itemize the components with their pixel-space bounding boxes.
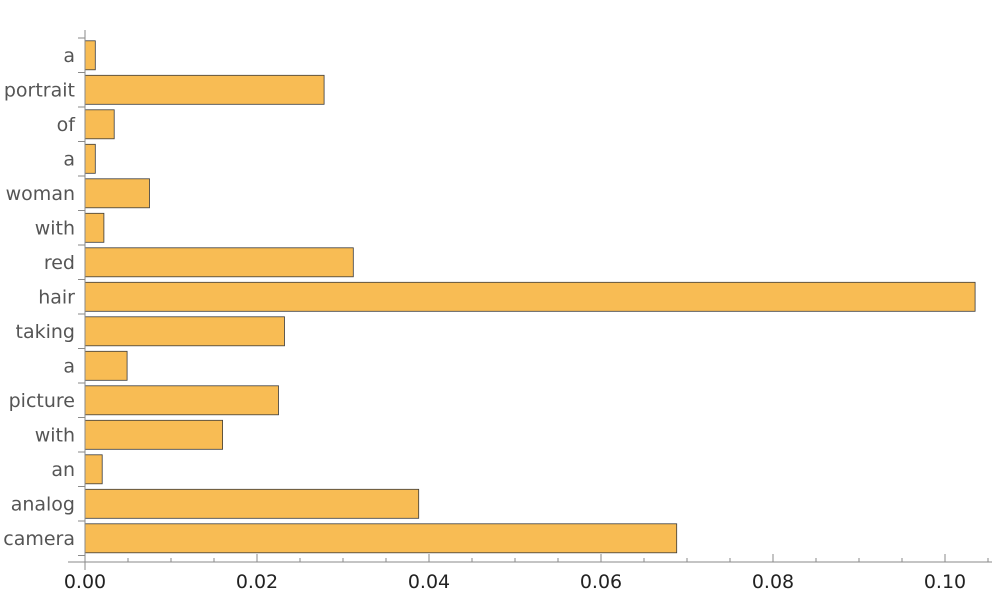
bar-4 — [84, 178, 150, 209]
x-tick-label: 0.00 — [64, 571, 106, 593]
category-label: taking — [16, 321, 75, 343]
x-tick-label: 0.08 — [752, 571, 794, 593]
y-axis: a portrait of a woman with red hair taking a pictu… — [3, 30, 86, 570]
bar-6 — [84, 247, 354, 278]
category-label: an — [51, 459, 75, 481]
x-tick-label: 0.10 — [924, 571, 966, 593]
bar-1 — [84, 74, 325, 105]
bars-group — [84, 40, 976, 554]
category-label: picture — [9, 390, 75, 412]
category-label: analog — [11, 493, 75, 515]
category-label: with — [35, 424, 75, 446]
category-label: woman — [6, 183, 75, 205]
bar-8 — [84, 316, 285, 347]
bar-13 — [84, 488, 420, 519]
bar-7 — [84, 281, 976, 312]
category-label: a — [63, 355, 75, 377]
x-tick-label: 0.06 — [580, 571, 622, 593]
x-tick-label: 0.04 — [408, 571, 450, 593]
category-label: with — [35, 217, 75, 239]
bar-5 — [84, 212, 105, 243]
bar-14 — [84, 523, 678, 554]
bar-9 — [84, 350, 128, 381]
bar-10 — [84, 385, 279, 416]
category-label: a — [63, 148, 75, 170]
x-tick-label: 0.02 — [236, 571, 278, 593]
category-label: camera — [3, 528, 75, 550]
bar-2 — [84, 109, 115, 140]
bar-0 — [84, 40, 96, 71]
bar-11 — [84, 419, 224, 450]
category-label: red — [44, 252, 75, 274]
x-axis: 0.00 0.02 0.04 0.06 0.08 0.10 — [64, 554, 992, 593]
bar-3 — [84, 143, 96, 174]
category-label: of — [57, 114, 77, 136]
category-label: hair — [38, 286, 75, 308]
category-label: portrait — [4, 79, 75, 101]
category-label: a — [63, 45, 75, 67]
bar-12 — [84, 454, 103, 485]
